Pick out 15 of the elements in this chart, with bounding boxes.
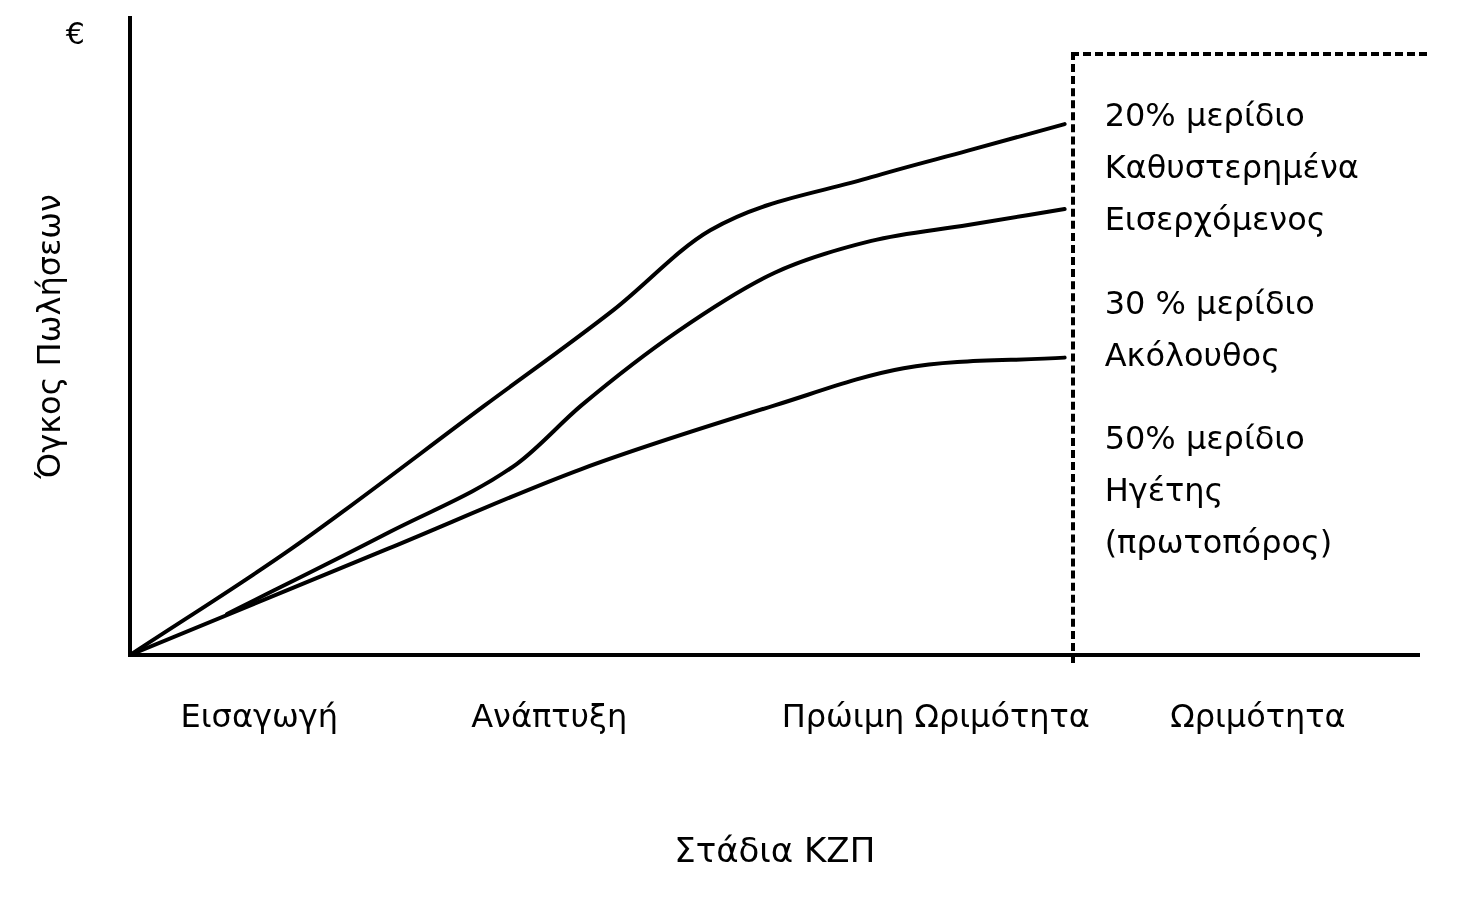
y-axis-title: Όγκος Πωλήσεων — [29, 194, 68, 480]
annotation: Ηγέτης — [1104, 470, 1224, 509]
x-tick-label: Εισαγωγή — [180, 697, 338, 736]
text: € — [65, 15, 85, 51]
annotation: 20% μερίδιο — [1104, 96, 1305, 135]
x-axis-title: Στάδια ΚΖΠ — [674, 830, 876, 871]
annotation: Ακόλουθος — [1104, 335, 1280, 374]
annotation: 30 % μερίδιο — [1104, 283, 1315, 322]
annotation: (πρωτοπόρος) — [1104, 522, 1333, 561]
annotation: 50% μερίδιο — [1104, 418, 1305, 457]
x-tick-label: Ωριμότητα — [1170, 697, 1346, 736]
x-tick-label: Ανάπτυξη — [471, 697, 628, 736]
annotation: Εισερχόμενος — [1104, 200, 1326, 239]
annotation: Καθυστερημένα — [1104, 148, 1359, 187]
x-tick-label: Πρώιμη Ωριμότητα — [781, 697, 1090, 736]
